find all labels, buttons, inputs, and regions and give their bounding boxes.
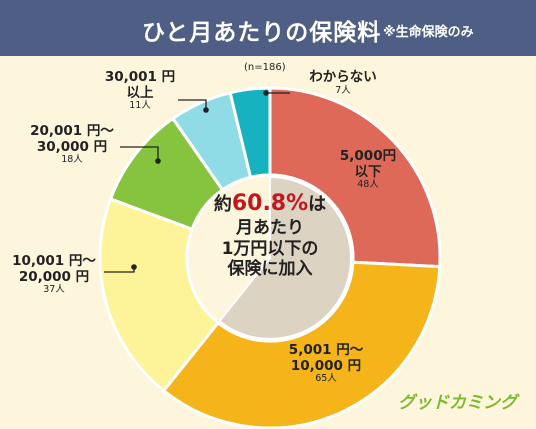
leader-30001-dot [203,107,209,113]
leader-20001-line [120,146,159,161]
highlight-wedge [217,175,352,340]
header-bar: ひと月あたりの保険料 ※生命保険のみ [0,0,536,56]
center-line-2: 月あたり [236,217,304,238]
label-5001-10000: 5,001 円～ 10,000 円 65人 [270,342,382,385]
sample-size-note: (n=186) [244,62,286,73]
label-30001-plus: 30,001 円 以上 11人 [104,69,176,112]
brand-logo: グッドカミング [398,393,517,413]
label-10001-line1: 10,001 円～ [12,253,96,269]
label-20001-line2: 30,000 円 [36,138,108,155]
center-line-4: 保険に加入 [227,259,313,280]
label-5000-line2: 以下 [354,163,382,180]
label-unknown: わからない 7人 [296,69,390,96]
label-30001-line1: 30,001 円 [104,69,176,85]
chart-title: ひと月あたりの保険料 [142,20,382,46]
label-5000-line1: 5,000円 [339,148,397,164]
label-10001-line2: 20,000 円 [18,268,90,285]
label-20001-line1: 20,001 円～ [30,123,114,139]
center-highlight-text: 約60.8%は 月あたり 1万円以下の 保険に加入 [187,191,353,280]
center-percent: 60.8% [231,191,309,216]
center-line-3: 1万円以下の [221,238,319,259]
leader-30001-line [178,99,207,110]
leader-lines-group [104,90,290,273]
label-10001-count: 37人 [43,284,65,296]
center-suffix: は [308,194,327,215]
label-5000-count: 48人 [357,179,379,191]
label-unknown-count: 7人 [335,84,351,96]
label-20001-count: 18人 [61,154,83,166]
leader-20001-dot [155,158,161,164]
label-5001-count: 65人 [315,373,337,385]
center-prefix: 約 [213,194,232,215]
center-line-1: 約60.8%は [213,191,327,216]
label-5000-or-less: 5,000円 以下 48人 [322,148,414,191]
label-unknown-line1: わからない [309,69,377,85]
label-10001-20000: 10,001 円～ 20,000 円 37人 [4,253,104,296]
label-30001-count: 11人 [129,100,151,112]
chart-subtitle: ※生命保険のみ [383,25,474,40]
label-30001-line2: 以上 [126,84,154,101]
label-20001-30000: 20,001 円～ 30,000 円 18人 [22,123,122,166]
leader-10001-dot [131,264,137,270]
label-5001-line2: 10,000 円 [290,357,362,374]
leader-unknown-dot [263,90,269,96]
inner-ring [185,173,355,343]
label-5001-line1: 5,001 円～ [288,342,364,358]
slices-group [98,86,442,429]
